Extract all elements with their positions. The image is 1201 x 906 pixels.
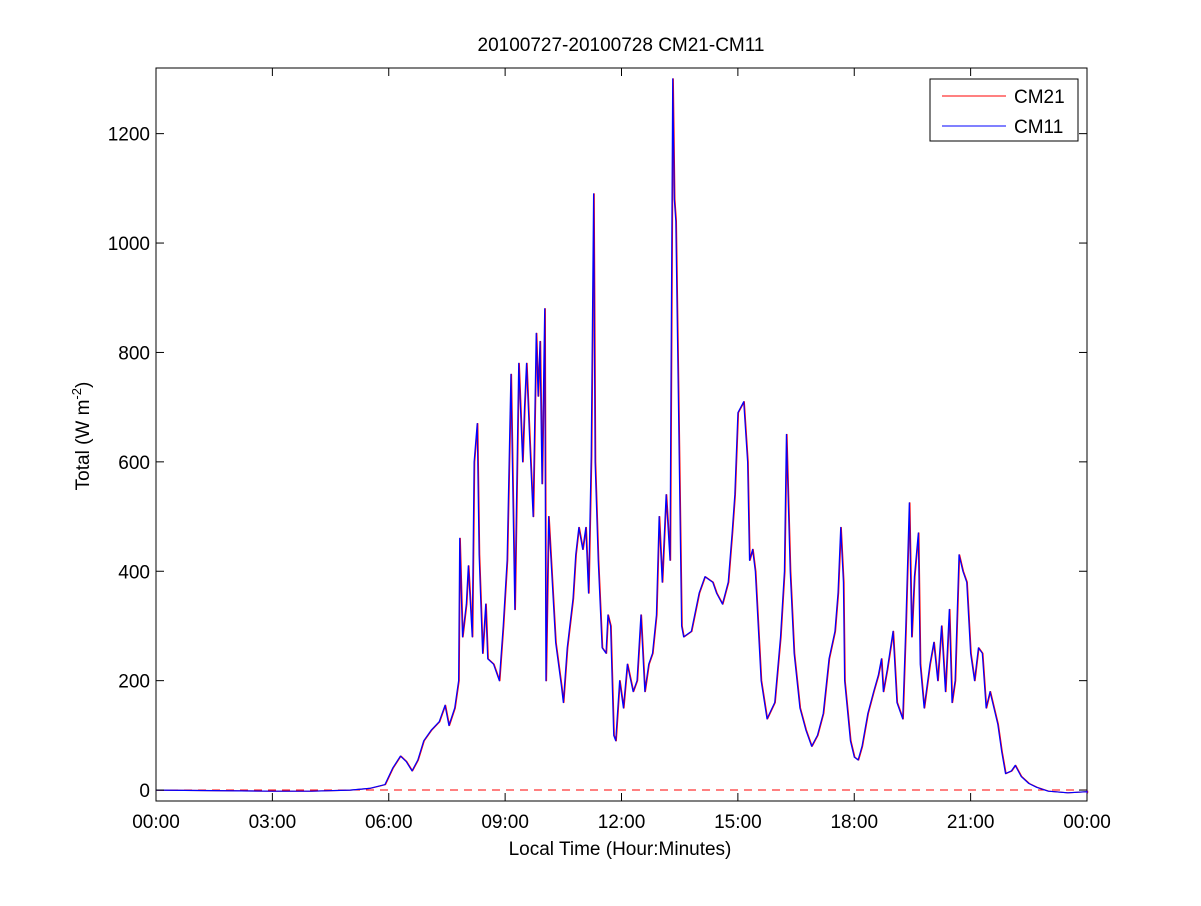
- axes-box: [155, 67, 1088, 802]
- y-axis-label-close: ): [73, 382, 94, 388]
- y-tick-label: 600: [118, 453, 150, 474]
- y-tick-label: 200: [118, 672, 150, 693]
- legend-box: [929, 78, 1079, 142]
- y-axis-label-main: Total (W m: [73, 400, 94, 491]
- y-tick-label: 800: [118, 343, 150, 364]
- x-tick-label: 15:00: [714, 812, 762, 833]
- x-tick-label: 06:00: [365, 812, 413, 833]
- y-tick-label: 1000: [108, 234, 150, 255]
- x-tick-label: 12:00: [598, 812, 646, 833]
- y-axis-label-superscript: -2: [69, 388, 84, 400]
- y-tick-label: 0: [139, 781, 150, 802]
- x-tick-label: 21:00: [947, 812, 995, 833]
- y-axis-ticks: 0 200 400 600 800 1000 1200: [108, 125, 1087, 802]
- plot-area: [155, 67, 1089, 802]
- y-tick-label: 400: [118, 562, 150, 583]
- chart-title: 20100727-20100728 CM21-CM11: [478, 35, 765, 56]
- legend-label-cm21: CM21: [1014, 87, 1065, 108]
- y-tick-label: 1200: [108, 125, 150, 146]
- x-tick-label: 09:00: [481, 812, 529, 833]
- series-layer: [155, 78, 1089, 794]
- legend-label-cm11: CM11: [1014, 117, 1063, 138]
- x-tick-label: 18:00: [830, 812, 878, 833]
- y-axis-label: Total (W m-2): [69, 382, 94, 491]
- x-tick-label: 00:00: [1063, 812, 1111, 833]
- series-line-cm11: [155, 78, 1088, 794]
- legend: CM21 CM11: [929, 78, 1079, 142]
- x-tick-label: 03:00: [249, 812, 297, 833]
- x-tick-label: 00:00: [132, 812, 180, 833]
- x-axis-ticks: 00:00 03:00 06:00 09:00 12:00 15:00 18:00 21:00…: [132, 68, 1111, 833]
- x-axis-label: Local Time (Hour:Minutes): [509, 839, 732, 860]
